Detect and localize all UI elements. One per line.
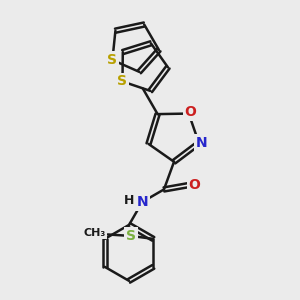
Text: O: O bbox=[188, 178, 200, 192]
Text: CH₃: CH₃ bbox=[84, 228, 106, 238]
Text: S: S bbox=[107, 53, 117, 67]
Text: N: N bbox=[136, 195, 148, 209]
Text: S: S bbox=[126, 229, 136, 243]
Text: H: H bbox=[124, 194, 134, 207]
Text: O: O bbox=[184, 105, 196, 119]
Text: S: S bbox=[118, 74, 128, 88]
Text: N: N bbox=[196, 136, 208, 150]
